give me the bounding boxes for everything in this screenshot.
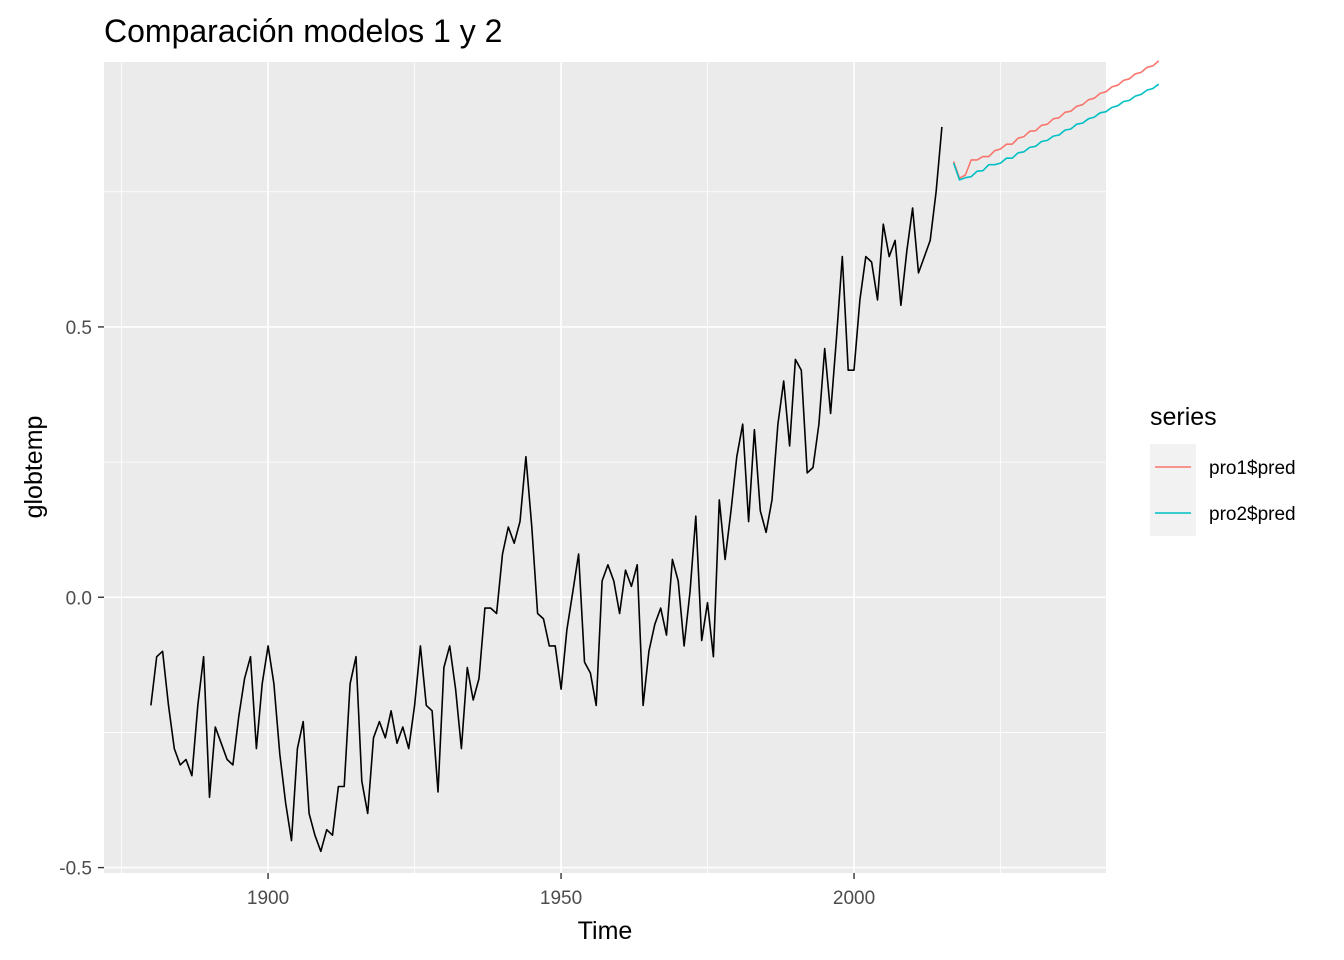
major-gridlines (104, 62, 1106, 873)
x-tick-label: 2000 (833, 888, 875, 909)
x-axis-title: Time (578, 917, 633, 945)
legend: series pro1$pred pro2$pred (1150, 403, 1296, 536)
legend-label-pro1-pred: pro1$pred (1209, 458, 1296, 479)
series-line-observed (150, 126, 943, 853)
x-tick-label: 1900 (247, 888, 289, 909)
x-axis-ticks: 1900 1950 2000 (247, 873, 875, 909)
y-tick-label: 0.0 (66, 588, 92, 609)
y-tick-label: 0.5 (66, 318, 92, 339)
x-tick-label: 1950 (540, 888, 582, 909)
legend-label-pro2-pred: pro2$pred (1209, 504, 1296, 525)
y-axis-title: globtemp (20, 416, 48, 519)
series-lines (150, 60, 1160, 853)
y-tick-label: -0.5 (59, 859, 92, 880)
plot-panel (104, 62, 1106, 873)
legend-title: series (1150, 403, 1217, 431)
y-axis-ticks: -0.5 0.0 0.5 (59, 318, 104, 880)
series-line-pro1-pred (952, 60, 1160, 179)
series-line-pro2-pred (952, 83, 1160, 181)
minor-gridlines (104, 62, 1106, 873)
chart-title: Comparación modelos 1 y 2 (104, 13, 502, 49)
